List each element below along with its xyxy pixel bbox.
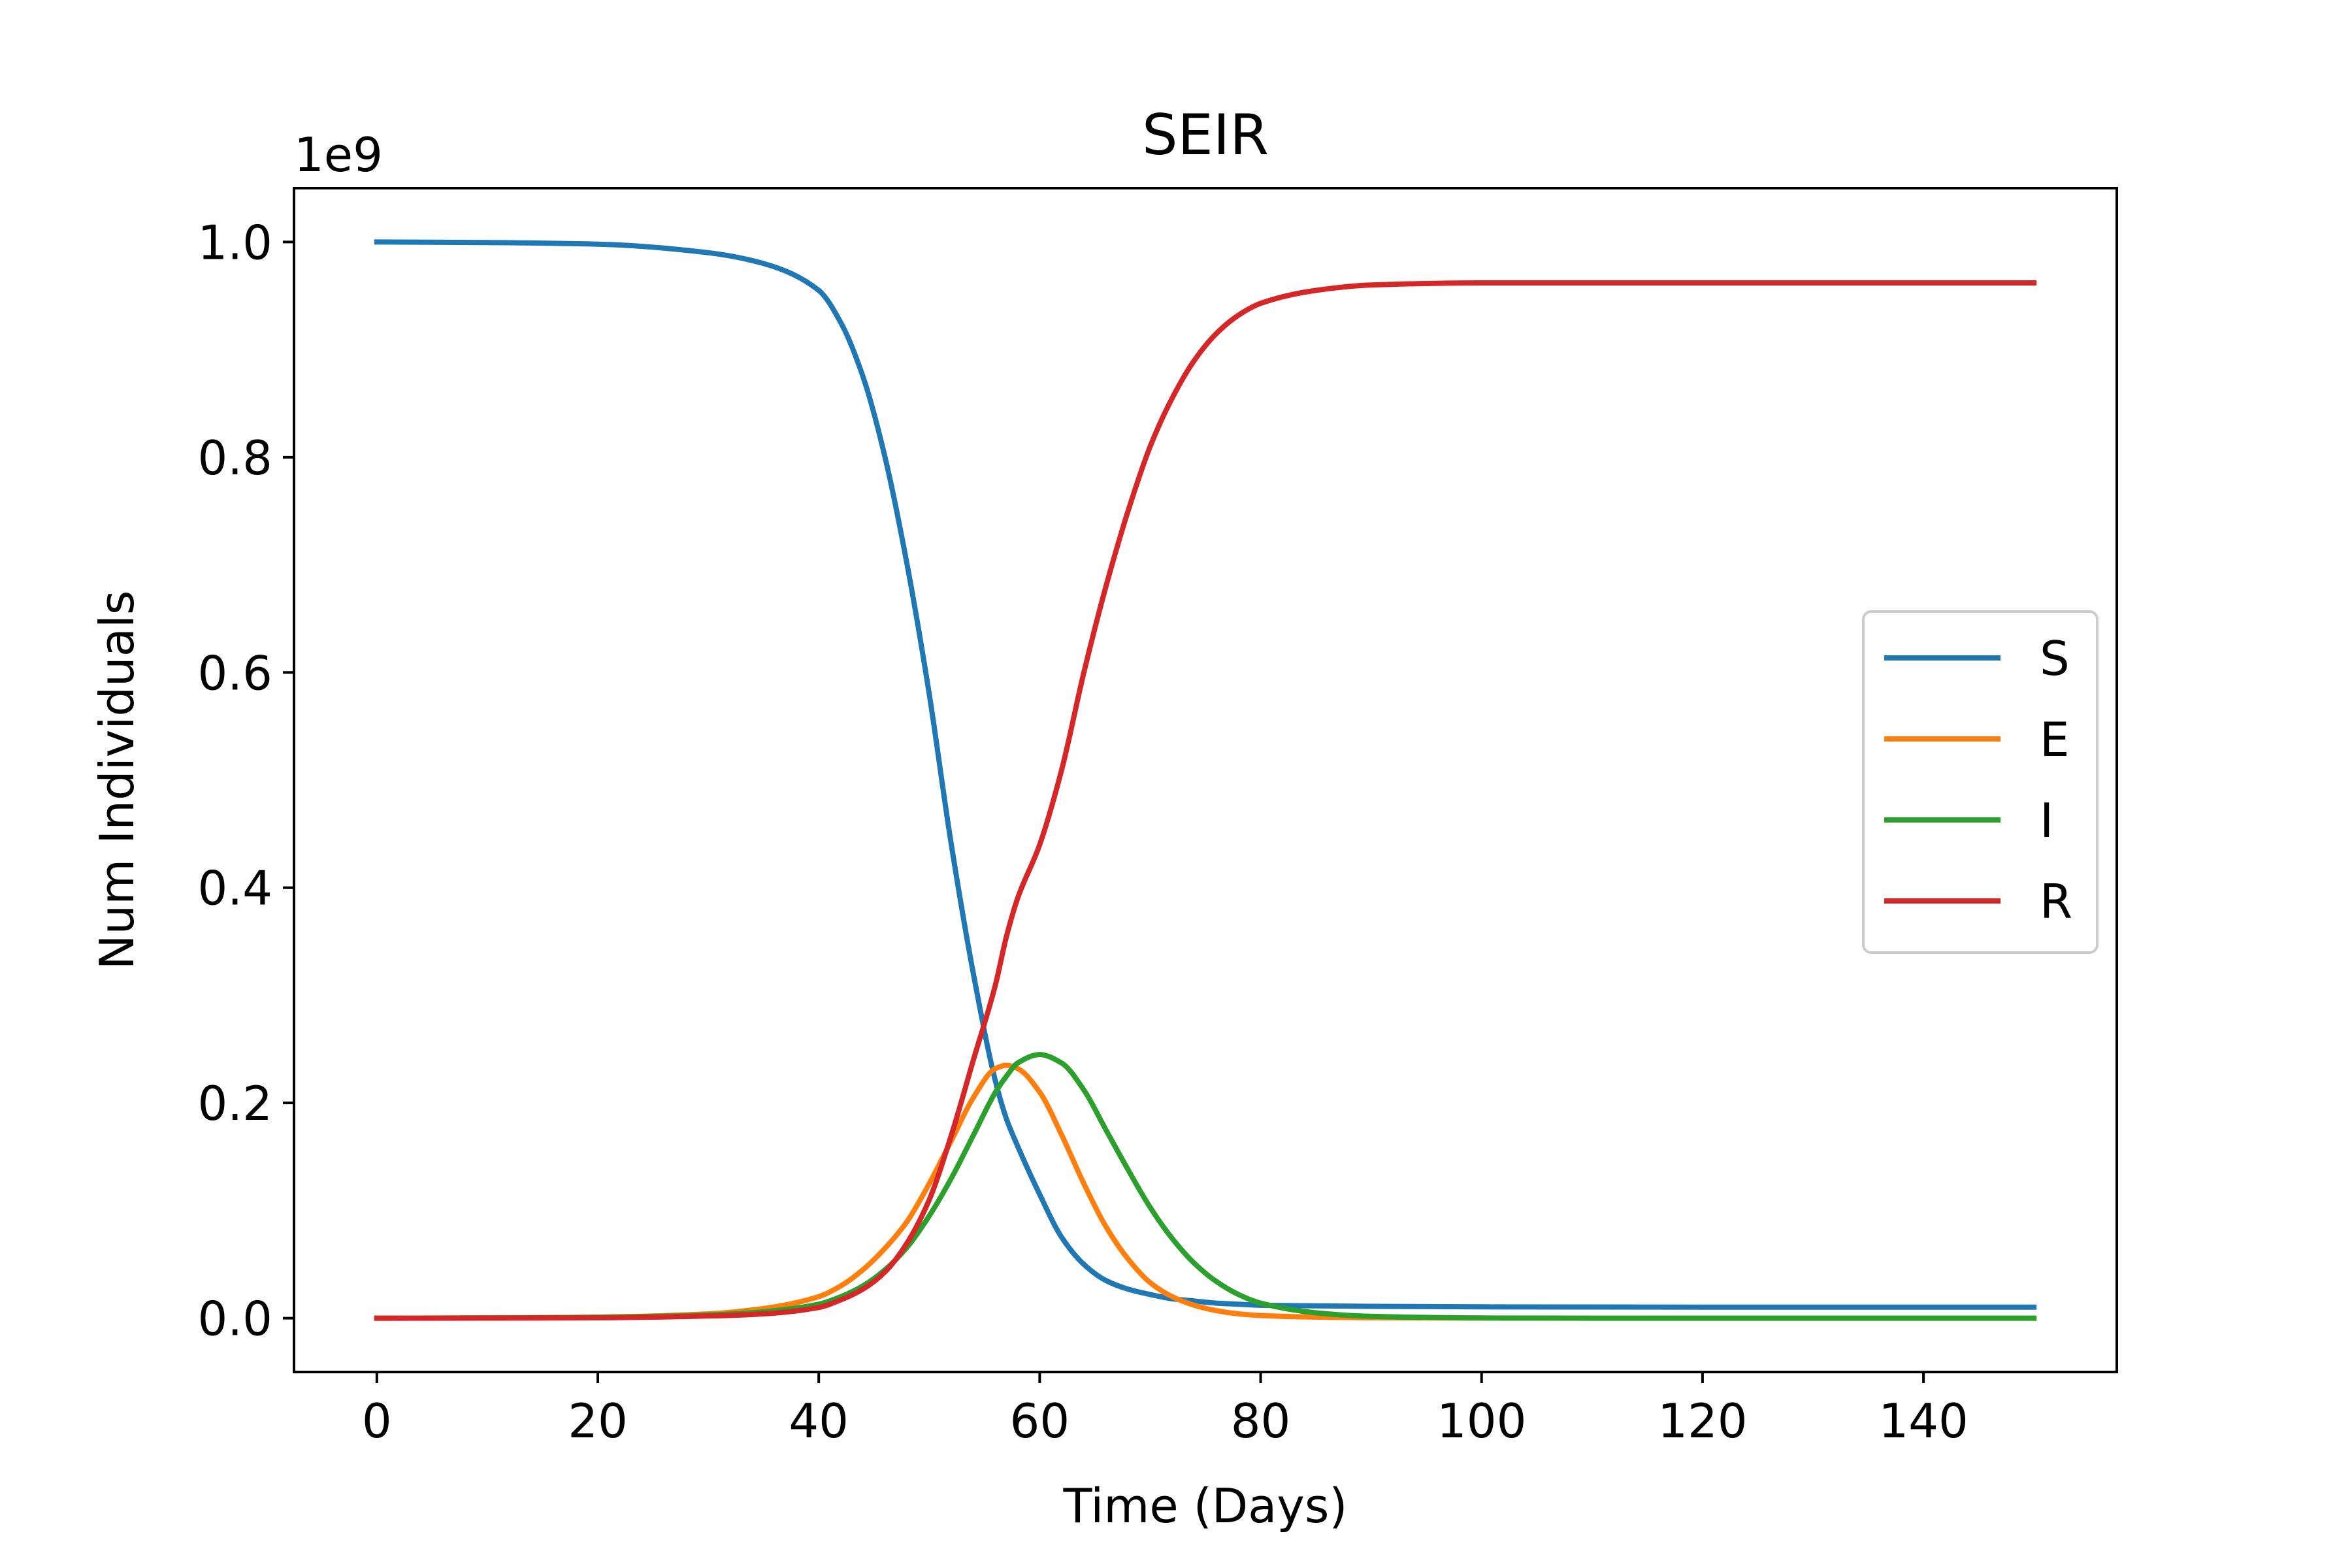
y-tick-label: 0.0 xyxy=(197,1292,272,1347)
x-tick-label: 80 xyxy=(1231,1394,1291,1448)
y-tick-label: 1.0 xyxy=(197,215,272,270)
y-axis-ticks: 0.0 0.2 0.4 0.6 0.8 1.0 xyxy=(197,215,294,1347)
x-tick-label: 40 xyxy=(789,1394,849,1448)
legend-label-E: E xyxy=(2040,712,2070,767)
y-tick-label: 0.4 xyxy=(197,861,272,916)
x-axis-ticks: 0 20 40 60 80 100 120 140 xyxy=(362,1372,1968,1448)
x-tick-label: 60 xyxy=(1010,1394,1070,1448)
legend: SEIR xyxy=(1862,610,2099,954)
x-tick-label: 20 xyxy=(568,1394,628,1448)
chart-title: SEIR xyxy=(1142,103,1269,168)
x-axis-label: Time (Days) xyxy=(1063,1478,1348,1533)
series-line-S xyxy=(374,239,2037,1310)
x-tick-label: 140 xyxy=(1878,1394,1968,1448)
y-axis-label: Num Individuals xyxy=(90,591,144,970)
y-offset-label: 1e9 xyxy=(294,127,383,182)
series-line-I xyxy=(374,1052,2037,1321)
y-tick-label: 0.6 xyxy=(197,645,272,700)
series-lines xyxy=(374,239,2037,1321)
x-tick-label: 0 xyxy=(362,1394,392,1448)
legend-label-I: I xyxy=(2040,793,2053,848)
plot-area xyxy=(294,188,2117,1372)
series-line-R xyxy=(374,280,2037,1321)
x-tick-label: 100 xyxy=(1437,1394,1526,1448)
x-tick-label: 120 xyxy=(1658,1394,1747,1448)
legend-label-R: R xyxy=(2040,874,2072,929)
plot-frame xyxy=(293,187,2118,1373)
y-tick-label: 0.8 xyxy=(197,431,272,485)
legend-box xyxy=(1862,610,2099,954)
y-tick-label: 0.2 xyxy=(197,1076,272,1131)
legend-label-S: S xyxy=(2040,631,2070,686)
